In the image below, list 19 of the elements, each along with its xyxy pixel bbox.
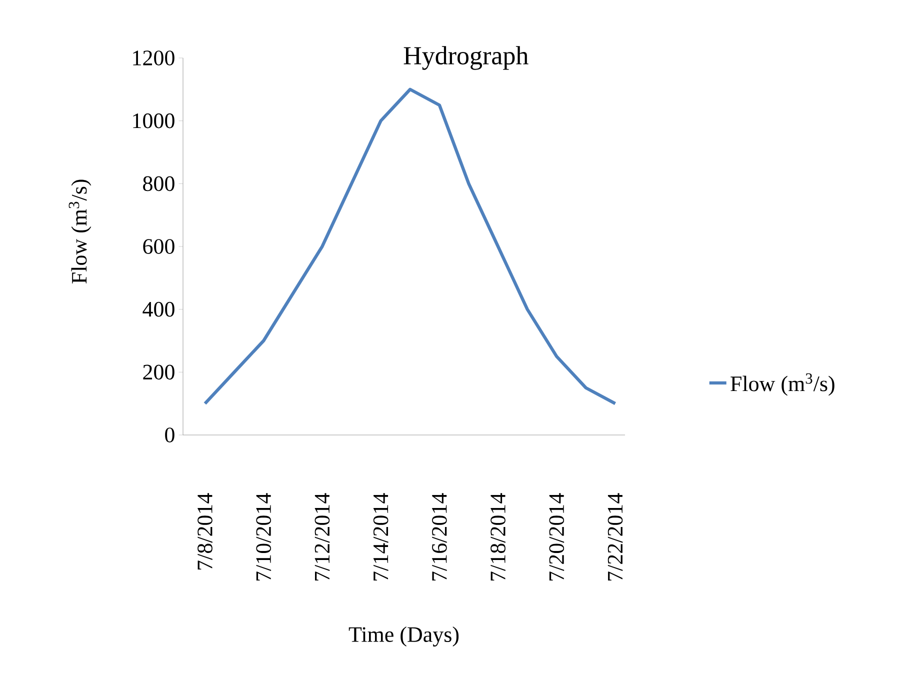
- y-tick-label: 1000: [133, 113, 174, 128]
- x-tick-label: 7/22/2014: [608, 493, 623, 581]
- y-tick-label: 400: [142, 302, 174, 317]
- x-tick-label: 7/10/2014: [256, 493, 272, 581]
- y-tick-label: 1200: [133, 50, 174, 66]
- x-tick-label: 7/12/2014: [314, 493, 330, 581]
- y-tick-label: 200: [143, 364, 174, 380]
- y-tick-label: 0: [165, 428, 174, 442]
- x-tick-label: 7/14/2014: [373, 493, 388, 581]
- y-tick-label: 600: [143, 239, 174, 254]
- chart-title: Hydrograph: [404, 46, 528, 70]
- x-tick-label: 7/20/2014: [549, 493, 564, 581]
- x-tick-label: 7/18/2014: [490, 493, 506, 581]
- y-tick-label: 800: [143, 176, 174, 192]
- x-axis-title: Time (Days): [348, 626, 459, 647]
- legend-label: Flow (m$^{3}$/s): [730, 373, 834, 396]
- x-tick-label: 7/16/2014: [432, 493, 447, 581]
- x-tick-label: 7/8/2014: [198, 493, 212, 570]
- y-axis-title: Flow (m$^{3}$/s): [68, 180, 92, 284]
